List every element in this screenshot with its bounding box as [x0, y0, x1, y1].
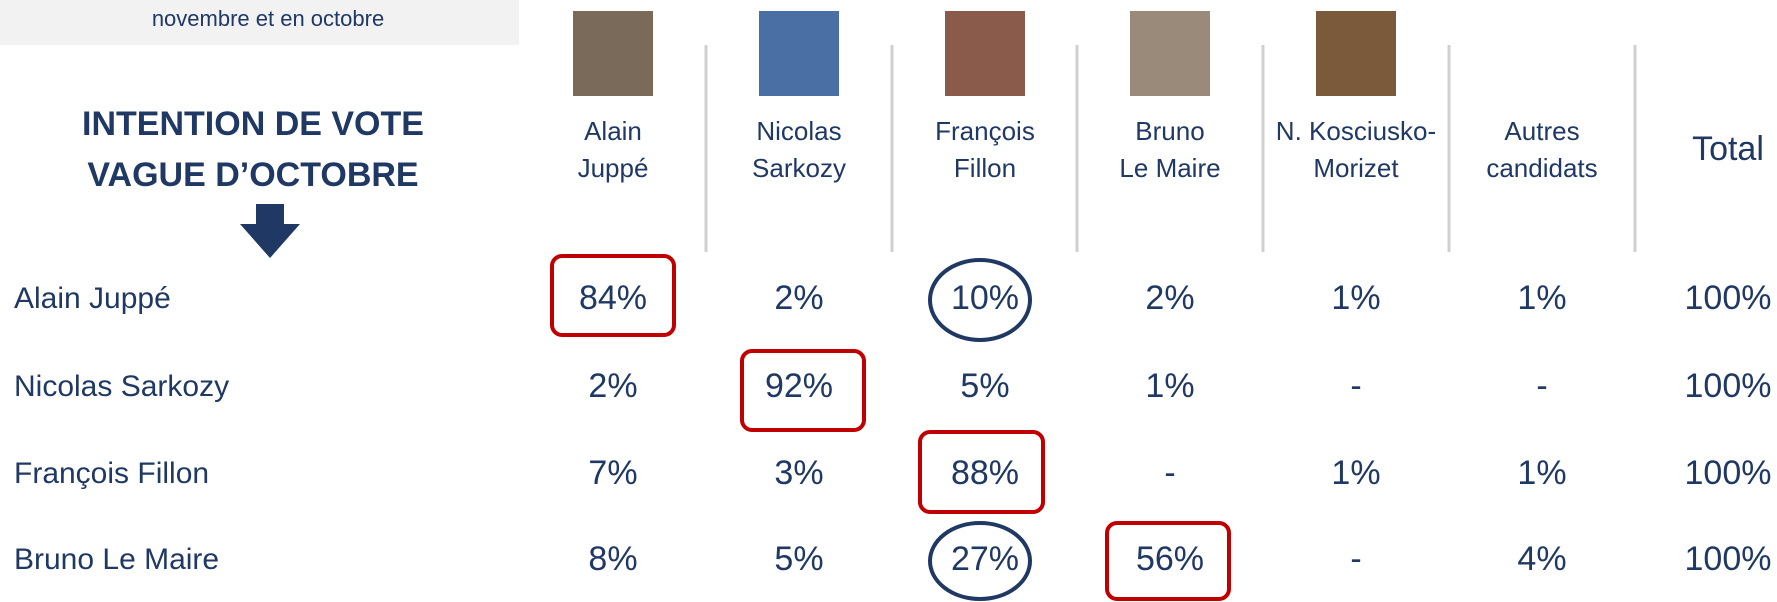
cell: 88% — [951, 454, 1019, 492]
column-header: Autres — [1504, 116, 1579, 146]
column-header: Sarkozy — [752, 153, 846, 183]
cell: 8% — [588, 540, 637, 578]
arrow — [240, 204, 300, 258]
column-header: Nicolas — [756, 116, 841, 146]
highlight-box — [550, 254, 676, 337]
cell: 3% — [774, 454, 823, 492]
cell: 2% — [774, 279, 823, 317]
cell: 1% — [1145, 367, 1194, 405]
cell: 56% — [1136, 540, 1204, 578]
cell: 100% — [1685, 367, 1772, 405]
cell: - — [1536, 367, 1547, 405]
column-header: Bruno — [1135, 116, 1204, 146]
header-note: novembre et en octobre — [152, 6, 384, 31]
cell: 1% — [1517, 279, 1566, 317]
highlight-box — [918, 430, 1045, 514]
cell: 1% — [1331, 279, 1380, 317]
candidate-photo — [573, 11, 653, 96]
cell: 92% — [765, 367, 833, 405]
column-header: candidats — [1486, 153, 1597, 183]
column-header: Fillon — [954, 153, 1016, 183]
cell: 7% — [588, 454, 637, 492]
cell: 5% — [960, 367, 1009, 405]
title: INTENTION DE VOTE — [82, 105, 424, 143]
row-label: Nicolas Sarkozy — [14, 370, 229, 403]
cell: 27% — [951, 540, 1019, 578]
highlight-ellipse — [928, 258, 1032, 342]
cell: - — [1164, 454, 1175, 492]
cell: 10% — [951, 279, 1019, 317]
cell: 5% — [774, 540, 823, 578]
highlight-box — [1105, 521, 1231, 601]
cell: 1% — [1331, 454, 1380, 492]
cell: - — [1350, 367, 1361, 405]
highlights — [550, 254, 1231, 601]
title: VAGUE D’OCTOBRE — [87, 156, 418, 194]
row-label: Alain Juppé — [14, 282, 171, 315]
column-header: Total — [1692, 130, 1764, 168]
row-label: Bruno Le Maire — [14, 543, 219, 576]
highlight-box — [740, 349, 866, 432]
highlight-ellipse — [928, 521, 1032, 601]
cell: 100% — [1685, 279, 1772, 317]
candidate-photo — [945, 11, 1025, 96]
cell: 84% — [579, 279, 647, 317]
cell: 1% — [1517, 454, 1566, 492]
cell: 100% — [1685, 540, 1772, 578]
cell: - — [1350, 540, 1361, 578]
candidate-photo — [1316, 11, 1396, 96]
circles — [928, 258, 1032, 601]
column-header: Juppé — [578, 153, 649, 183]
column-header: N. Kosciusko- — [1276, 116, 1436, 146]
cell: 2% — [588, 367, 637, 405]
candidate-photo — [1130, 11, 1210, 96]
column-header: Le Maire — [1119, 153, 1220, 183]
column-header: Morizet — [1313, 153, 1399, 183]
column-header: Alain — [584, 116, 642, 146]
column-header: François — [935, 116, 1035, 146]
note-box — [0, 0, 519, 45]
cell: 100% — [1685, 454, 1772, 492]
cell: 2% — [1145, 279, 1194, 317]
row-label: François Fillon — [14, 457, 209, 490]
candidate-photo — [759, 11, 839, 96]
cell: 4% — [1517, 540, 1566, 578]
